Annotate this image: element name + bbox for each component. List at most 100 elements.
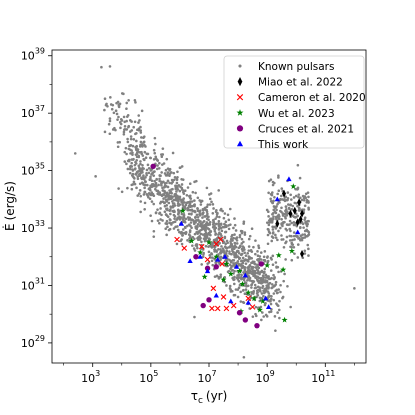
known-pulsar-point — [223, 245, 227, 249]
known-pulsar-point — [303, 229, 307, 233]
known-pulsar-point — [267, 191, 270, 195]
known-pulsar-point — [137, 114, 141, 117]
known-pulsar-point — [217, 248, 220, 251]
known-pulsar-point — [200, 240, 203, 244]
known-pulsar-point — [278, 299, 281, 303]
known-pulsar-point — [148, 197, 152, 201]
known-pulsar-point — [275, 208, 278, 212]
known-pulsar-point — [278, 215, 281, 218]
miao-et-al-2022-point — [275, 219, 280, 228]
known-pulsar-point — [158, 177, 161, 181]
known-pulsar-point — [234, 252, 237, 255]
known-pulsar-point — [293, 238, 296, 241]
wu-et-al-2023-point — [264, 262, 271, 268]
legend-marker-cameron-et-al-2020 — [236, 94, 244, 101]
known-pulsar-point — [274, 329, 277, 332]
known-pulsar-point — [244, 288, 248, 291]
known-pulsar-point — [126, 137, 129, 141]
known-pulsar-point — [169, 206, 173, 209]
known-pulsar-point — [164, 174, 168, 177]
known-pulsar-point — [181, 233, 184, 237]
known-pulsar-point — [234, 242, 237, 245]
known-pulsar-point — [107, 122, 111, 126]
wu-et-al-2023-point — [239, 280, 246, 287]
known-pulsar-point — [261, 311, 264, 314]
known-pulsar-point — [159, 174, 162, 178]
known-pulsar-point — [239, 229, 243, 233]
known-pulsar-point — [142, 174, 145, 177]
known-pulsar-point — [263, 270, 266, 274]
known-pulsar-point — [173, 194, 177, 198]
known-pulsar-point — [153, 151, 157, 155]
known-pulsar-point — [216, 211, 219, 215]
known-pulsar-point — [181, 190, 185, 194]
known-pulsar-point — [277, 189, 281, 193]
y-tick-label: 1031 — [21, 276, 45, 292]
known-pulsar-point — [246, 272, 249, 276]
known-pulsar-point — [248, 271, 251, 275]
known-pulsar-point — [298, 226, 302, 230]
known-pulsar-point — [240, 273, 243, 277]
known-pulsar-point — [116, 145, 120, 149]
known-pulsar-point — [250, 265, 254, 269]
known-pulsar-point — [272, 292, 276, 295]
known-pulsar-point — [186, 206, 190, 210]
known-pulsar-point — [223, 230, 227, 234]
known-pulsar-point — [193, 232, 197, 236]
known-pulsar-point — [307, 230, 311, 234]
known-pulsar-point — [145, 183, 149, 187]
known-pulsar-point — [267, 230, 271, 234]
known-pulsar-point — [147, 171, 151, 175]
known-pulsar-point — [250, 286, 253, 289]
known-pulsar-point — [196, 246, 199, 250]
known-pulsar-point — [284, 205, 288, 208]
known-pulsar-point — [236, 278, 240, 281]
known-pulsar-point — [192, 203, 196, 207]
known-pulsar-point — [163, 189, 166, 193]
known-pulsar-point — [149, 214, 152, 217]
known-pulsar-point — [260, 292, 264, 295]
known-pulsar-point — [150, 172, 154, 175]
known-pulsar-point — [158, 211, 162, 215]
known-pulsar-point — [180, 212, 184, 216]
known-pulsar-point — [208, 220, 212, 224]
known-pulsar-point — [254, 305, 258, 309]
known-pulsar-point — [110, 107, 114, 111]
known-pulsar-point — [186, 216, 190, 219]
known-pulsar-point — [305, 200, 309, 204]
known-pulsar-point — [218, 231, 221, 234]
wu-et-al-2023-point — [220, 276, 227, 283]
known-pulsar-point — [266, 227, 270, 231]
known-pulsar-point — [198, 209, 202, 212]
known-pulsar-point — [189, 218, 193, 222]
known-pulsar-point — [273, 181, 276, 185]
known-pulsar-point — [134, 132, 137, 136]
known-pulsar-point — [194, 225, 197, 229]
known-pulsar-point — [233, 223, 237, 227]
known-pulsar-point — [266, 255, 269, 258]
wu-et-al-2023-point — [188, 237, 195, 244]
known-pulsar-point — [353, 287, 356, 290]
known-pulsar-point — [195, 231, 198, 234]
known-pulsar-point — [289, 245, 292, 249]
known-pulsar-point — [290, 198, 293, 201]
known-pulsar-point — [272, 273, 275, 277]
known-pulsar-point — [233, 293, 237, 297]
known-pulsar-point — [240, 253, 243, 257]
known-pulsar-point — [207, 231, 211, 235]
known-pulsar-point — [173, 175, 177, 179]
known-pulsar-point — [277, 200, 280, 204]
known-pulsar-point — [143, 158, 146, 162]
known-pulsar-point — [233, 244, 237, 248]
known-pulsar-point — [161, 200, 165, 204]
known-pulsar-point — [267, 179, 271, 183]
known-pulsar-point — [254, 314, 258, 318]
known-pulsar-point — [158, 161, 161, 165]
known-pulsar-point — [215, 274, 219, 278]
legend-label-known-pulsars: Known pulsars — [258, 61, 334, 73]
known-pulsar-point — [136, 175, 140, 178]
known-pulsar-point — [143, 201, 147, 205]
known-pulsar-point — [303, 216, 307, 220]
legend-box — [223, 55, 365, 149]
